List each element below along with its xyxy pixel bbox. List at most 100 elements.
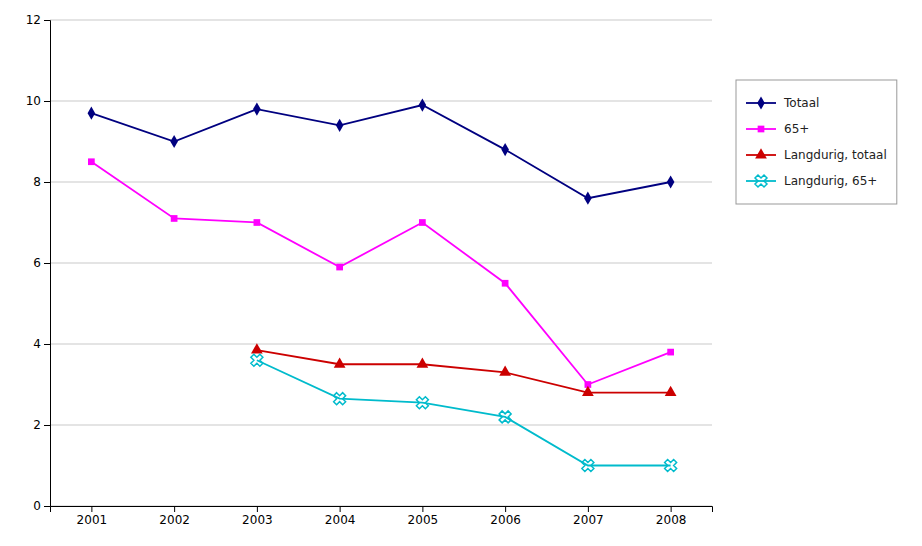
point: [582, 386, 594, 396]
tick-label: 6: [33, 256, 41, 270]
point: [331, 390, 349, 408]
grid-line: [50, 425, 712, 426]
legend-label: 65+: [784, 122, 809, 136]
point: [419, 98, 427, 111]
tick: 2004: [325, 506, 356, 527]
point: [170, 135, 178, 148]
tick: 2: [33, 418, 50, 432]
tick-label: 2004: [325, 513, 356, 527]
tick-label: 0: [33, 499, 41, 513]
tick-label: 2006: [490, 513, 521, 527]
legend-label: Langdurig, 65+: [784, 174, 877, 188]
tick: 2006: [490, 506, 521, 527]
series: [88, 98, 675, 204]
tick-mark: [505, 506, 506, 512]
legend-item: Langdurig, 65+: [746, 172, 877, 190]
tick-label: 2002: [159, 513, 190, 527]
legend-item: 65+: [746, 122, 809, 136]
tick: 12: [26, 13, 50, 27]
point: [662, 456, 680, 474]
tick-mark: [44, 101, 50, 102]
point: [336, 119, 344, 132]
tick: 0: [33, 499, 50, 513]
tick-label: 4: [33, 337, 41, 351]
axis-line: [44, 21, 51, 507]
series-area: [88, 98, 680, 474]
tick-label: 2005: [408, 513, 439, 527]
legend-marker: [757, 96, 765, 109]
legend-item: Totaal: [746, 96, 819, 110]
y-axis: 0 2 4 6 8 10 12: [26, 13, 51, 513]
tick: 6: [33, 256, 50, 270]
tick-mark: [44, 425, 50, 426]
point: [416, 357, 428, 367]
point: [419, 219, 426, 226]
tick-label: 10: [26, 94, 41, 108]
axis-line: [51, 507, 713, 513]
tick: 2008: [656, 506, 687, 527]
legend-marker: [755, 148, 767, 158]
tick: 2007: [573, 506, 604, 527]
grid-line: [50, 101, 712, 102]
point: [496, 408, 514, 426]
point: [88, 158, 95, 165]
legend-marker: [752, 172, 770, 190]
point: [584, 192, 592, 205]
line: [91, 105, 670, 198]
tick-mark: [174, 506, 175, 512]
tick-mark: [671, 506, 672, 512]
tick: 2002: [159, 506, 190, 527]
tick-label: 2003: [242, 513, 273, 527]
tick-mark: [44, 20, 50, 21]
tick-label: 12: [26, 13, 41, 27]
point: [253, 103, 261, 116]
tick-mark: [44, 182, 50, 183]
series: [248, 351, 680, 474]
grid-line: [50, 182, 712, 183]
tick-mark: [44, 506, 50, 507]
tick: 10: [26, 94, 50, 108]
tick-mark: [422, 506, 423, 512]
line: [91, 162, 670, 385]
chart: 2001 2002 2003 2004 2005 2006 2007 2008 0 2 4 6 8 10 1…: [0, 0, 922, 546]
point: [254, 219, 261, 226]
point: [667, 349, 674, 356]
tick-label: 2007: [573, 513, 604, 527]
grid: [50, 20, 712, 506]
point: [334, 357, 346, 367]
line: [257, 350, 671, 393]
grid-line: [50, 344, 712, 345]
tick-label: 2008: [656, 513, 687, 527]
tick-mark: [588, 506, 589, 512]
tick-mark: [257, 506, 258, 512]
tick: 2005: [408, 506, 439, 527]
tick-label: 8: [33, 175, 41, 189]
point: [665, 386, 677, 396]
grid-line: [50, 20, 712, 21]
tick-mark: [91, 506, 92, 512]
point: [88, 107, 96, 120]
legend-marker: [758, 126, 765, 133]
legend-label: Totaal: [783, 96, 819, 110]
legend-item: Langdurig, totaal: [746, 148, 887, 162]
series: [88, 158, 674, 387]
tick-mark: [44, 344, 50, 345]
point: [413, 394, 431, 412]
tick-mark: [44, 263, 50, 264]
legend: Totaal 65+ Langdurig, totaal Langdurig, 65+: [736, 80, 897, 204]
point: [667, 175, 675, 188]
plot: 2001 2002 2003 2004 2005 2006 2007 2008 0 2 4 6 8 10 1…: [26, 13, 713, 526]
tick-label: 2001: [77, 513, 108, 527]
tick: 4: [33, 337, 50, 351]
legend-swatch: [746, 180, 776, 182]
point: [248, 351, 266, 369]
legend-frame: [736, 80, 897, 204]
tick-mark: [340, 506, 341, 512]
line: [257, 360, 671, 465]
x-axis: 2001 2002 2003 2004 2005 2006 2007 2008: [51, 506, 713, 527]
tick: 2001: [77, 506, 108, 527]
tick-label: 2: [33, 418, 41, 432]
legend-label: Langdurig, totaal: [784, 148, 887, 162]
point: [501, 143, 509, 156]
point: [336, 264, 343, 271]
